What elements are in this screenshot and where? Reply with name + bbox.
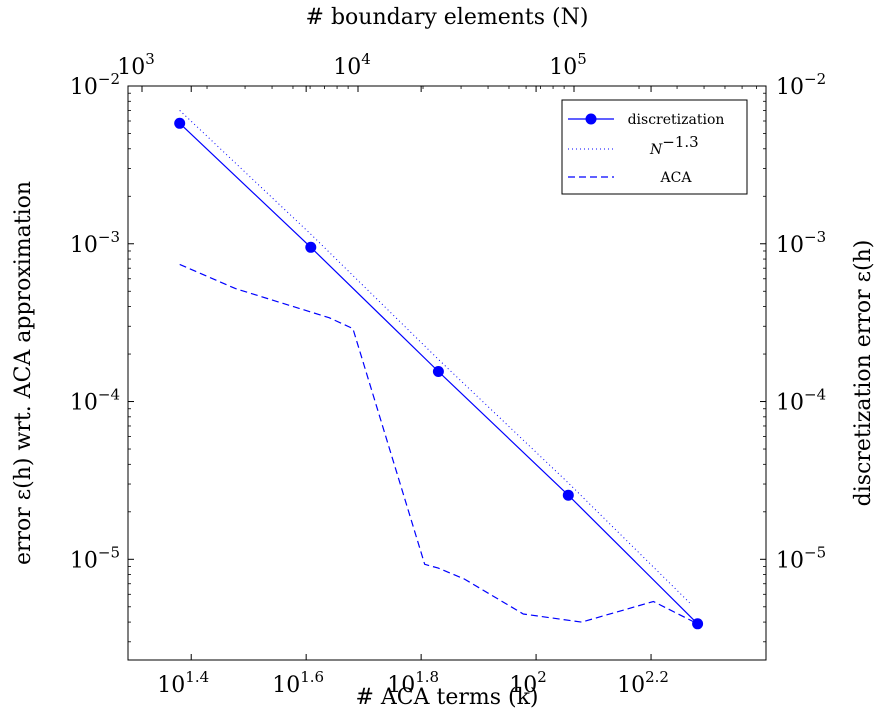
y2-tick-label-exp: −2: [804, 70, 826, 88]
legend-label-power-law: N−1.3: [649, 133, 699, 158]
x2-tick-label-base: 10: [333, 55, 361, 80]
x-tick-label-base: 10: [387, 673, 415, 698]
y2-tick-label: 10−2: [776, 70, 826, 100]
x-tick-label-base: 10: [509, 673, 537, 698]
y2-tick-label: 10−5: [776, 543, 826, 573]
x2-tick-label-base: 10: [549, 55, 577, 80]
x-axis-title: # ACA terms (k): [355, 685, 538, 710]
x-tick-label-exp: 2.2: [645, 668, 669, 686]
x2-tick-label: 104: [333, 50, 371, 80]
data-point-discretization: [692, 618, 704, 630]
y2-tick-label: 10−4: [776, 386, 826, 416]
x-tick-label-exp: 1.4: [185, 668, 209, 686]
legend-label-aca: ACA: [660, 170, 693, 186]
legend: discretization N−1.3 ACA: [561, 99, 748, 195]
x-tick-label: 101.8: [387, 668, 439, 698]
x-tick-label: 102: [509, 668, 547, 698]
series-line-aca: [179, 263, 698, 625]
x-tick-label-exp: 1.8: [415, 668, 439, 686]
x2-tick-label-base: 10: [117, 55, 145, 80]
legend-label-power-law-base: N: [649, 142, 663, 158]
y-axis-title: error ε(h) wrt. ACA approximation: [11, 181, 36, 565]
y2-tick-label-base: 10: [776, 233, 804, 258]
y2-tick-label-exp: −5: [804, 543, 826, 561]
y2-tick-label-base: 10: [776, 548, 804, 573]
data-point-discretization: [432, 366, 444, 377]
data-point-discretization: [562, 489, 574, 501]
y2-tick-label-base: 10: [776, 75, 804, 100]
y2-tick-label-exp: −4: [804, 386, 826, 404]
series-line-n: [179, 110, 690, 604]
legend-label-discretization: discretization: [628, 112, 725, 128]
x-tick-label-base: 10: [617, 673, 645, 698]
legend-marker-discretization: [585, 113, 597, 125]
y-tick-label: 10−5: [70, 543, 120, 573]
legend-label-power-law-exp: −1.3: [662, 133, 698, 151]
y2-tick-label-exp: −3: [804, 228, 826, 246]
x-tick-label-base: 10: [272, 673, 300, 698]
y-tick-label-base: 10: [70, 233, 98, 258]
y-tick-label-exp: −3: [98, 228, 120, 246]
x-tick-label-exp: 2: [537, 668, 547, 686]
x2-axis-title: # boundary elements (N): [306, 5, 589, 30]
y-tick-label-exp: −4: [98, 386, 120, 404]
x-tick-label: 102.2: [617, 668, 669, 698]
plot-frame: [127, 85, 767, 661]
x-tick-label: 101.6: [272, 668, 324, 698]
data-point-discretization: [305, 241, 317, 253]
x-tick-label-base: 10: [157, 673, 185, 698]
y2-axis-title: discretization error ε(h): [851, 240, 876, 507]
x2-tick-label-exp: 3: [145, 50, 155, 68]
series-layer: [174, 110, 704, 630]
y-tick-label-exp: −2: [98, 70, 120, 88]
y-tick-label-base: 10: [70, 75, 98, 100]
y2-tick-label: 10−3: [776, 228, 826, 258]
x2-tick-label: 105: [549, 50, 587, 80]
y-tick-label: 10−2: [70, 70, 120, 100]
x2-tick-label: 103: [117, 50, 155, 80]
x-tick-label: 101.4: [157, 668, 209, 698]
data-point-discretization: [174, 117, 186, 129]
x2-tick-label-exp: 4: [361, 50, 371, 68]
y-tick-label-exp: −5: [98, 543, 120, 561]
y-tick-label: 10−3: [70, 228, 120, 258]
y2-tick-label-base: 10: [776, 391, 804, 416]
y-tick-label-base: 10: [70, 391, 98, 416]
x2-tick-label-exp: 5: [577, 50, 587, 68]
y-tick-label-base: 10: [70, 548, 98, 573]
y-tick-label: 10−4: [70, 386, 120, 416]
x-tick-label-exp: 1.6: [300, 668, 324, 686]
